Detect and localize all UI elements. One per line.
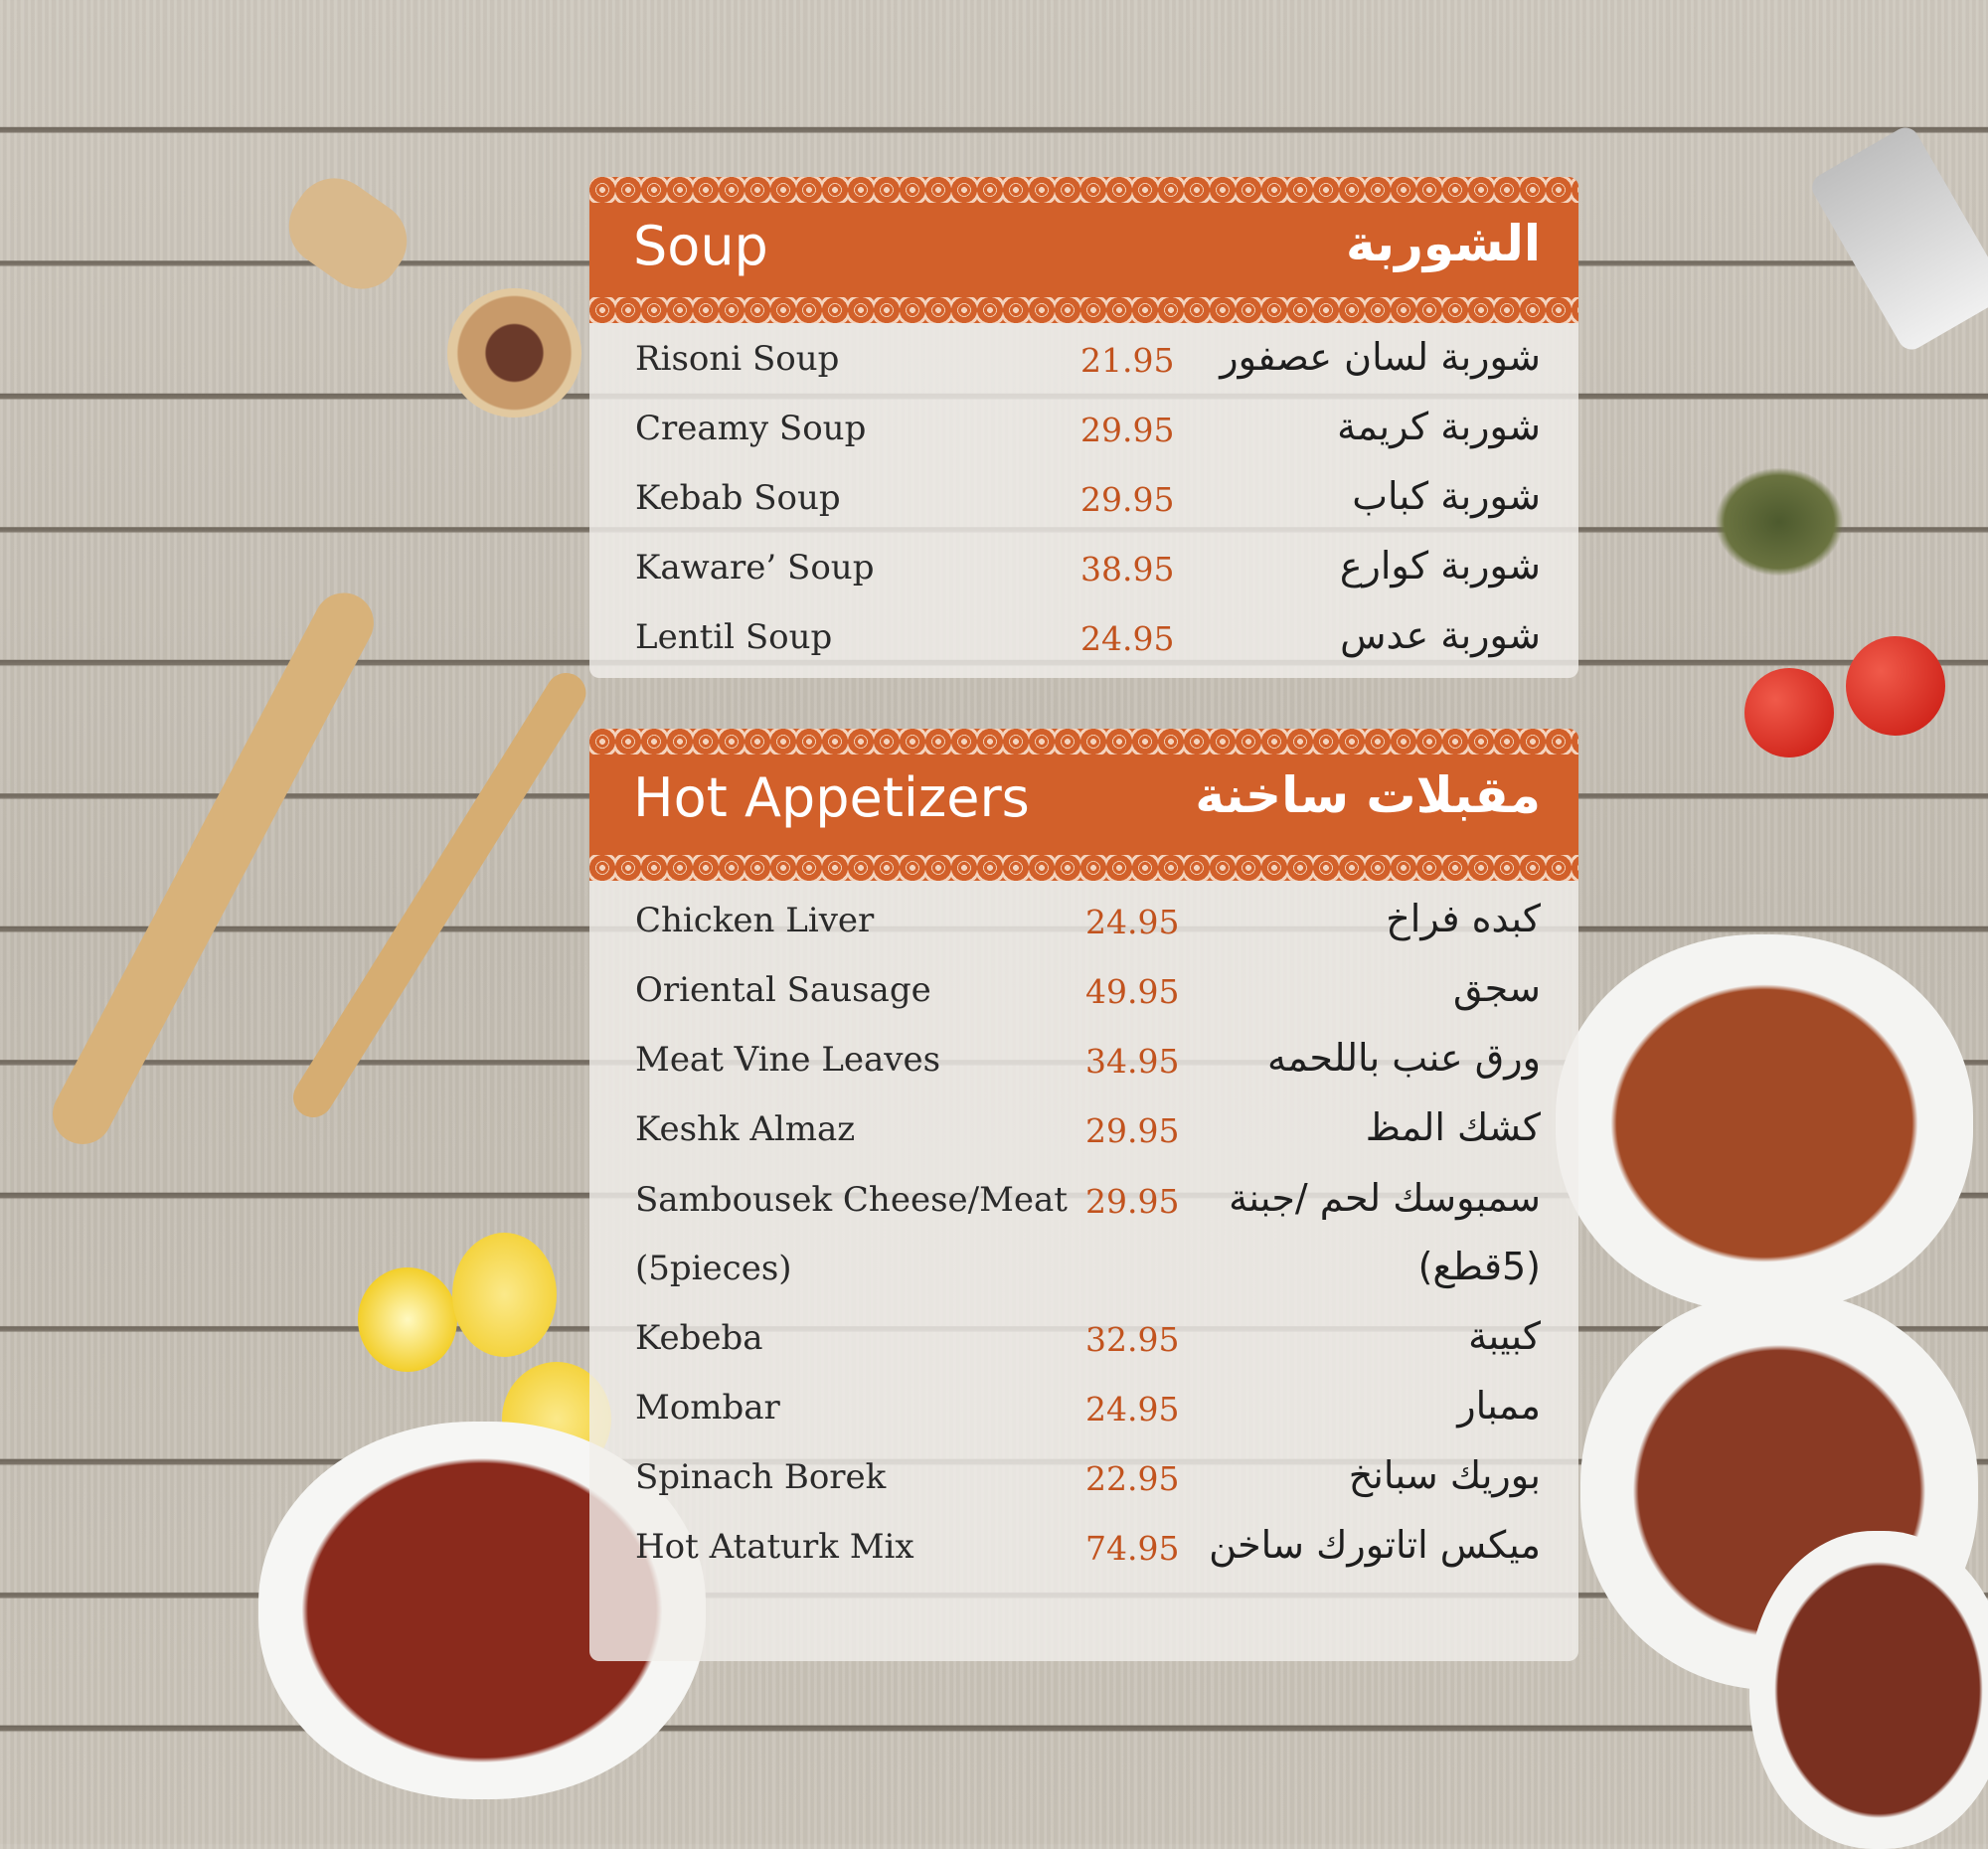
menu-item: Chicken Liver 24.95 كبده فراخ [589,893,1578,962]
item-name-en: Kebab Soup [635,478,841,518]
item-price: 29.95 [1085,1111,1180,1150]
ornament-border [589,855,1578,881]
item-price: 24.95 [1085,1390,1180,1429]
item-name-ar: شوربة عدس [1340,613,1541,657]
tomato-image [1744,668,1834,757]
menu-item: Lentil Soup 24.95 شوربة عدس [589,609,1578,678]
section-title-en: Soup [633,215,768,277]
section-header: Soup الشوربة [589,177,1578,323]
menu-item: Mombar 24.95 ممبار [589,1380,1578,1449]
menu-item: Kebab Soup 29.95 شوربة كباب [589,470,1578,540]
soup-section: Soup الشوربة Risoni Soup 21.95 شوربة لسان … [589,177,1578,678]
item-name-en: Kaware’ Soup [635,548,875,588]
menu-item: Spinach Borek 22.95 بوريك سبانخ [589,1449,1578,1519]
ornament-border [589,729,1578,755]
menu-item: Keshk Almaz 29.95 كشك المظ [589,1101,1578,1171]
item-name-ar: شوربة كباب [1352,474,1541,518]
item-name-en: Kebeba [635,1318,763,1358]
kibbeh-dish-image [1556,934,1973,1312]
wooden-scoop-image [273,162,422,305]
item-name-ar: كبده فراخ [1386,897,1541,940]
item-name-ar: بوريك سبانخ [1348,1453,1541,1497]
item-name-en: Chicken Liver [635,901,875,940]
wooden-spoon-image [285,665,593,1125]
hot-appetizers-section: Hot Appetizers مقبلات ساخنة Chicken Live… [589,729,1578,1661]
item-name-en: Sambousek Cheese/Meat [635,1180,1068,1220]
item-name-ar: سجق [1452,966,1541,1010]
menu-item: Risoni Soup 21.95 شوربة لسان عصفور [589,331,1578,401]
item-name-ar: سمبوسك لحم /جبنة [1229,1176,1541,1220]
item-price: 29.95 [1080,480,1175,519]
item-price: 29.95 [1080,411,1175,449]
dried-herbs-image [1715,467,1844,577]
item-name-ar: كبيبة [1468,1314,1541,1358]
item-price: 29.95 [1085,1182,1180,1221]
item-name-ar: ورق عنب باللحمه [1267,1036,1541,1080]
lemon-image [358,1267,457,1372]
section-title-en: Hot Appetizers [633,766,1030,829]
item-name-en: Keshk Almaz [635,1109,856,1149]
item-name-en: Spinach Borek [635,1457,887,1497]
item-name-en: Lentil Soup [635,617,833,657]
item-price: 24.95 [1085,903,1180,941]
section-title-ar: مقبلات ساخنة [1195,766,1541,824]
item-name-ar: كشك المظ [1365,1105,1541,1149]
tomato-image [1846,636,1945,736]
section-title-ar: الشوربة [1345,215,1541,272]
item-name-en: Mombar [635,1388,780,1428]
item-price: 38.95 [1080,550,1175,588]
menu-item: Oriental Sausage 49.95 سجق [589,962,1578,1032]
salt-shaker-image [1807,122,1988,355]
item-name-ar: شوربة لسان عصفور [1220,335,1541,379]
stew-dish-image [1749,1531,1988,1849]
item-price: 34.95 [1085,1042,1180,1081]
section-header: Hot Appetizers مقبلات ساخنة [589,729,1578,881]
item-name-ar: (5قطع) [1417,1245,1541,1288]
ornament-border [589,297,1578,323]
item-name-ar: شوربة كوارع [1339,544,1541,588]
item-price: 21.95 [1080,341,1175,380]
menu-item: Creamy Soup 29.95 شوربة كريمة [589,401,1578,470]
item-price: 32.95 [1085,1320,1180,1359]
item-price: 22.95 [1085,1459,1180,1498]
item-name-en: Oriental Sausage [635,970,931,1010]
menu-item: Sambousek Cheese/Meat 29.95 سمبوسك لحم /جب… [589,1172,1578,1242]
item-name-ar: شوربة كريمة [1337,405,1541,448]
item-name-en: Risoni Soup [635,339,840,379]
menu-item: Meat Vine Leaves 34.95 ورق عنب باللحمه [589,1032,1578,1101]
item-name-en: (5pieces) [635,1249,792,1288]
item-name-en: Creamy Soup [635,409,867,448]
menu-item: (5pieces) (5قطع) [589,1241,1578,1310]
menu-item: Kebeba 32.95 كبيبة [589,1310,1578,1380]
menu-item: Kaware’ Soup 38.95 شوربة كوارع [589,540,1578,609]
item-name-ar: ممبار [1457,1384,1541,1428]
item-price: 74.95 [1085,1529,1180,1568]
lemon-slice-image [452,1233,557,1357]
item-name-ar: ميكس اتاتورك ساخن [1209,1523,1541,1567]
item-name-en: Hot Ataturk Mix [635,1527,914,1567]
item-price: 49.95 [1085,972,1180,1011]
item-name-en: Meat Vine Leaves [635,1040,941,1080]
menu-item: Hot Ataturk Mix 74.95 ميكس اتاتورك ساخن [589,1519,1578,1589]
peppercorn-scoop-image [447,288,581,418]
ornament-border [589,177,1578,203]
item-price: 24.95 [1080,619,1175,658]
